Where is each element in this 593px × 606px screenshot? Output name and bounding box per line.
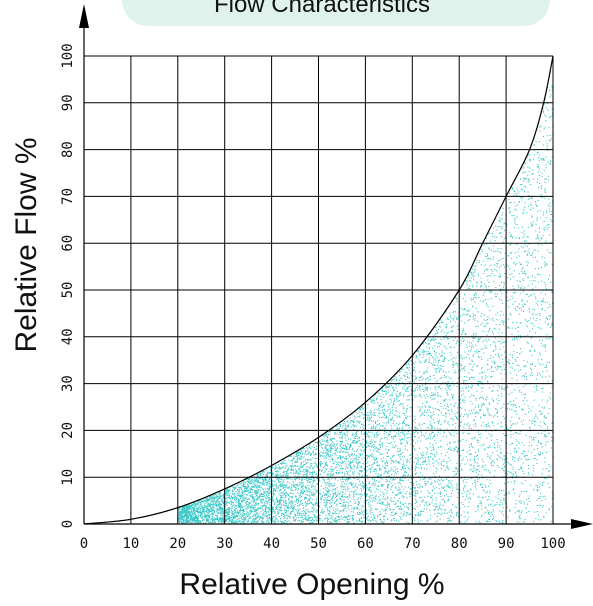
x-tick-label-50: 50 bbox=[310, 536, 327, 552]
x-axis-label: Relative Opening % bbox=[179, 568, 444, 601]
x-tick-label-90: 90 bbox=[498, 536, 515, 552]
y-axis-label: Relative Flow % bbox=[10, 137, 43, 352]
y-tick-label-100: 100 bbox=[60, 43, 76, 68]
axes bbox=[79, 4, 593, 529]
series-line-flow-curve bbox=[83, 55, 554, 525]
fill-area bbox=[177, 71, 554, 524]
y-tick-label-80: 80 bbox=[60, 141, 76, 158]
y-tick-label-10: 10 bbox=[60, 469, 76, 486]
x-tick-label-20: 20 bbox=[169, 536, 186, 552]
y-tick-label-60: 60 bbox=[60, 235, 76, 252]
x-tick-label-0: 0 bbox=[80, 536, 88, 552]
y-tick-label-70: 70 bbox=[60, 188, 76, 205]
title-banner bbox=[122, 0, 550, 26]
x-tick-label-80: 80 bbox=[451, 536, 468, 552]
x-tick-labels: 0 10 20 30 40 50 60 70 80 90 100 bbox=[80, 536, 566, 552]
area-fill-dots bbox=[177, 71, 554, 524]
grid bbox=[84, 55, 554, 524]
y-tick-label-40: 40 bbox=[60, 328, 76, 345]
y-tick-label-20: 20 bbox=[60, 422, 76, 439]
x-tick-label-30: 30 bbox=[216, 536, 233, 552]
y-tick-label-0: 0 bbox=[60, 520, 76, 528]
x-tick-label-100: 100 bbox=[540, 536, 565, 552]
x-tick-label-60: 60 bbox=[357, 536, 374, 552]
x-tick-label-70: 70 bbox=[404, 536, 421, 552]
chart-title: Flow Characteristics bbox=[214, 0, 430, 18]
y-tick-label-30: 30 bbox=[60, 375, 76, 392]
x-tick-label-10: 10 bbox=[122, 536, 139, 552]
y-axis-arrow bbox=[79, 4, 89, 28]
x-tick-label-40: 40 bbox=[263, 536, 280, 552]
x-axis-arrow bbox=[571, 519, 593, 529]
y-tick-labels: 0 10 20 30 40 50 60 70 80 90 100 bbox=[60, 43, 76, 528]
y-tick-label-50: 50 bbox=[60, 282, 76, 299]
y-tick-label-90: 90 bbox=[60, 94, 76, 111]
